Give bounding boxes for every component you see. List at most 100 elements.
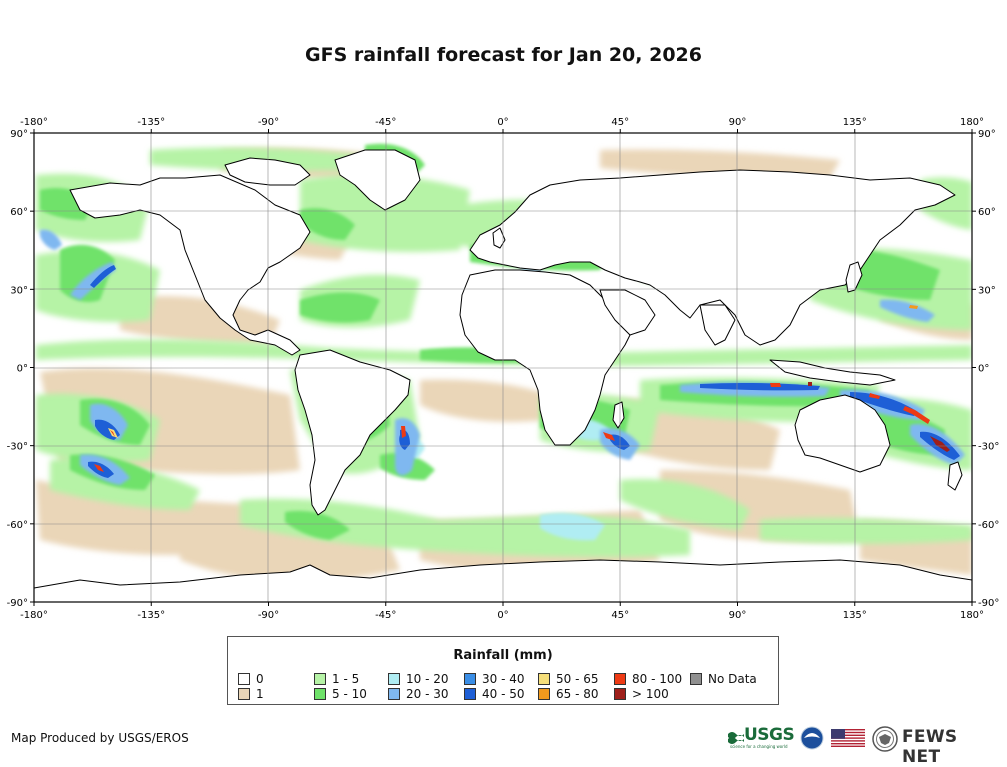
usgs-tagline: science for a changing world [730, 744, 788, 749]
legend-item: 50 - 65 [538, 672, 599, 686]
lon-label-bottom: -90° [258, 610, 279, 621]
map-title: GFS rainfall forecast for Jan 20, 2026 [305, 44, 702, 66]
lat-label-right: -60° [978, 520, 999, 531]
madagascar [612, 401, 625, 429]
legend-swatch [538, 687, 550, 700]
lon-label-top: -90° [258, 117, 279, 128]
legend-label: 65 - 80 [556, 687, 599, 701]
lat-label-left: 90° [10, 129, 28, 140]
legend-swatch [314, 687, 326, 700]
legend-label: 0 [256, 672, 264, 686]
noaa-logo-icon [800, 726, 824, 750]
legend-label: 1 - 5 [332, 672, 360, 686]
fews-net-logo-text: FEWS NET [902, 727, 958, 767]
lon-label-top: 135° [843, 117, 867, 128]
lat-label-right: 90° [978, 129, 996, 140]
lon-label-top: -180° [20, 117, 48, 128]
us-flag-icon [831, 729, 865, 747]
legend-label: 1 [256, 687, 264, 701]
legend-item: No Data [690, 672, 757, 686]
legend-swatch [614, 687, 626, 700]
legend-swatch [388, 687, 400, 700]
map-credit: Map Produced by USGS/EROS [11, 731, 189, 745]
legend-swatch [238, 672, 250, 685]
lat-label-right: -90° [978, 598, 999, 609]
legend-item: 1 [238, 687, 264, 701]
lat-label-left: 60° [10, 207, 28, 218]
lat-label-left: -60° [7, 520, 28, 531]
lon-label-top: -135° [137, 117, 165, 128]
usgs-wave-icon [728, 732, 744, 744]
south-america [294, 349, 411, 516]
legend-label: 30 - 40 [482, 672, 525, 686]
lat-label-left: -90° [7, 598, 28, 609]
lon-label-bottom: 90° [729, 610, 747, 621]
lon-label-bottom: 0° [497, 610, 508, 621]
lat-label-right: 30° [978, 285, 996, 296]
europe-asia [469, 169, 956, 346]
lat-label-left: 30° [10, 285, 28, 296]
africa [459, 269, 631, 446]
lat-label-left: 0° [17, 364, 28, 375]
legend-item: 40 - 50 [464, 687, 525, 701]
state-dept-seal-icon [872, 726, 898, 752]
rain-heavy-spots [94, 305, 950, 472]
lon-label-top: 0° [497, 117, 508, 128]
lon-label-bottom: 135° [843, 610, 867, 621]
lon-label-top: 90° [729, 117, 747, 128]
lon-label-top: 45° [611, 117, 629, 128]
legend-item: 20 - 30 [388, 687, 449, 701]
legend-label: 40 - 50 [482, 687, 525, 701]
legend-label: 80 - 100 [632, 672, 683, 686]
legend-item: 80 - 100 [614, 672, 682, 686]
legend-swatch [690, 672, 702, 685]
legend-label: 5 - 10 [332, 687, 367, 701]
lon-label-top: -45° [375, 117, 396, 128]
lat-label-right: 60° [978, 207, 996, 218]
lat-label-right: -30° [978, 442, 999, 453]
uk [492, 227, 506, 249]
legend-label: 20 - 30 [406, 687, 449, 701]
lon-label-bottom: -45° [375, 610, 396, 621]
lon-label-bottom: 45° [611, 610, 629, 621]
new-zealand [947, 461, 963, 491]
legend-item: > 100 [614, 687, 669, 701]
greenland [334, 149, 421, 211]
arctic-islands [224, 157, 311, 186]
legend-label: No Data [708, 672, 757, 686]
legend-swatch [388, 672, 400, 685]
lon-label-bottom: -135° [137, 610, 165, 621]
australia [794, 394, 891, 473]
legend-swatch [464, 687, 476, 700]
se-asia-islands [769, 359, 896, 386]
legend-swatch [314, 672, 326, 685]
legend-item: 30 - 40 [464, 672, 525, 686]
arabia [599, 289, 656, 336]
legend-swatch [238, 687, 250, 700]
north-america [69, 174, 311, 356]
lat-label-right: 0° [978, 364, 989, 375]
lat-label-left: -30° [7, 442, 28, 453]
lon-label-bottom: -180° [20, 610, 48, 621]
lon-label-top: 180° [960, 117, 984, 128]
legend-item: 0 [238, 672, 264, 686]
lon-label-bottom: 180° [960, 610, 984, 621]
legend-swatch [538, 672, 550, 685]
axis-ticks: -180° -180° -135° -135° -90° -90° -45° -45° 0° 0°… [7, 117, 1000, 621]
legend-swatch [614, 672, 626, 685]
legend-label: 50 - 65 [556, 672, 599, 686]
legend-item: 65 - 80 [538, 687, 599, 701]
legend-label: 10 - 20 [406, 672, 449, 686]
legend-item: 10 - 20 [388, 672, 449, 686]
continent-outlines [34, 149, 972, 602]
india [699, 304, 736, 346]
graticule [34, 133, 972, 602]
usgs-logo-text: USGS [744, 725, 795, 745]
legend-label: > 100 [632, 687, 669, 701]
legend-swatch [464, 672, 476, 685]
legend-title: Rainfall (mm) [453, 648, 553, 663]
legend-item: 1 - 5 [314, 672, 359, 686]
legend-item: 5 - 10 [314, 687, 367, 701]
